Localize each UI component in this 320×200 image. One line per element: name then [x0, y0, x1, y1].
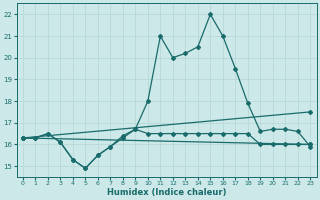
X-axis label: Humidex (Indice chaleur): Humidex (Indice chaleur) — [107, 188, 226, 197]
